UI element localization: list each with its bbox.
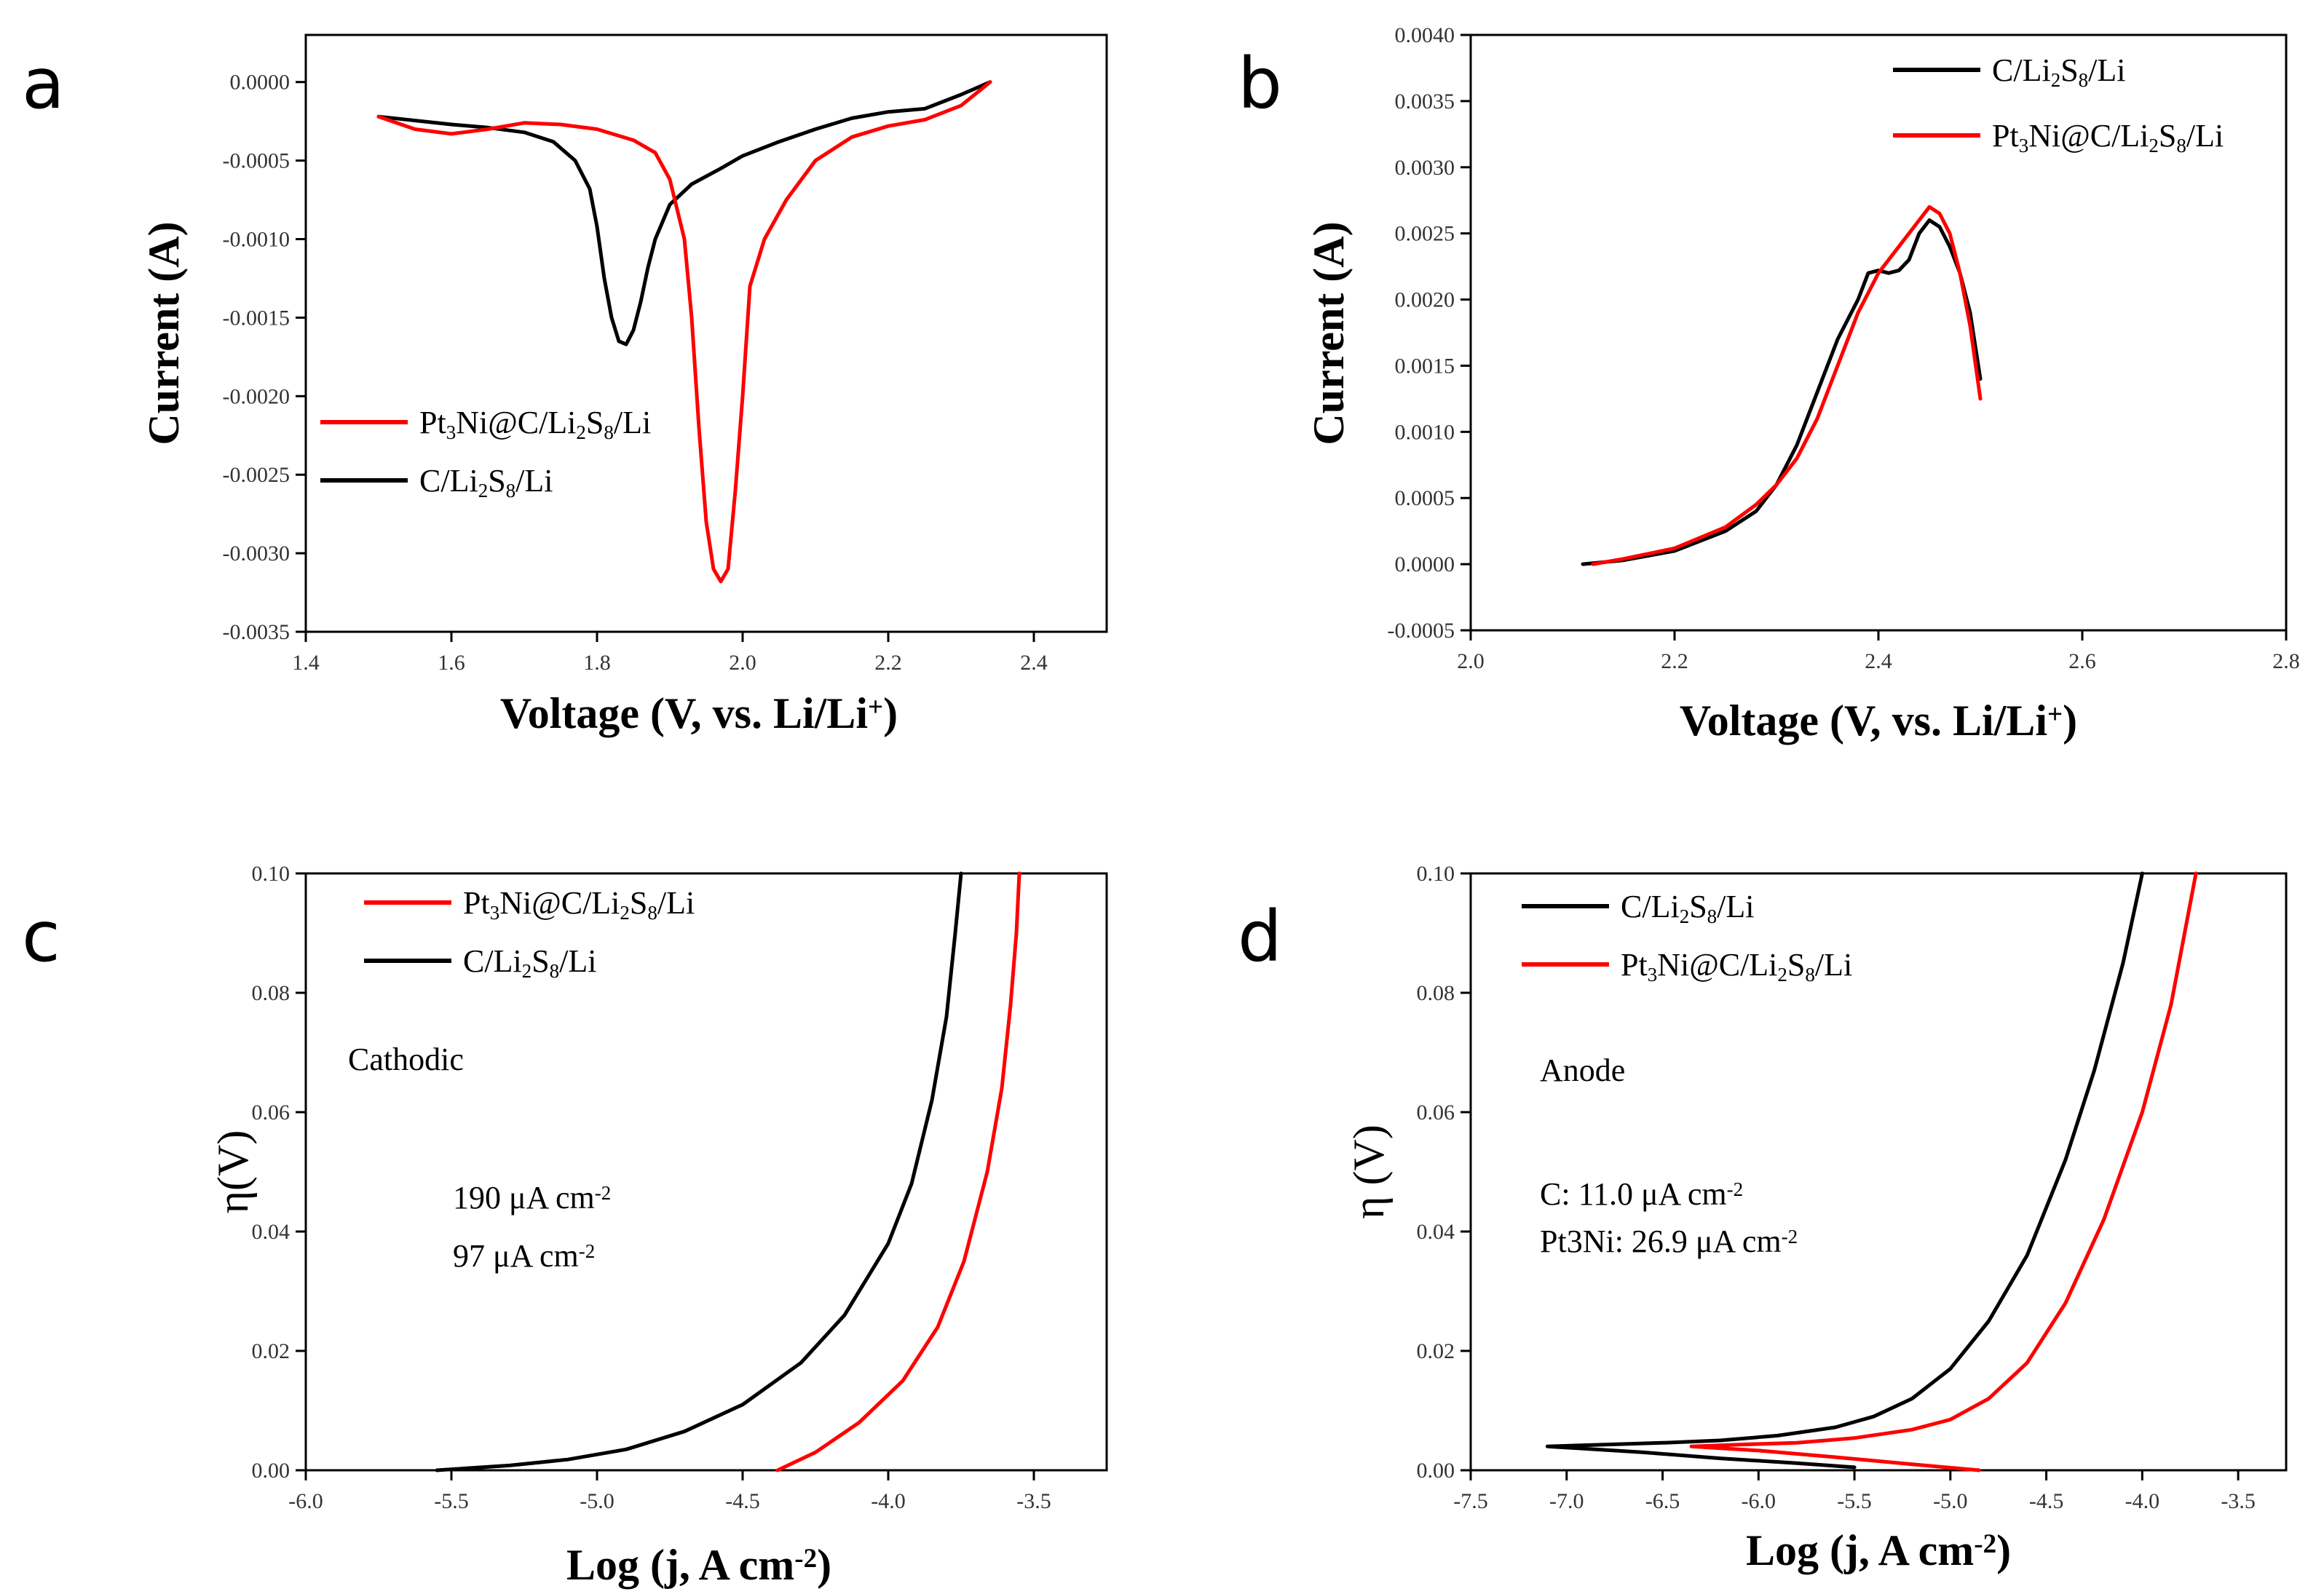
- x-tick-label: 2.4: [1865, 649, 1892, 673]
- y-tick-label: 0.0030: [1395, 156, 1455, 180]
- x-tick-label: -4.5: [725, 1489, 760, 1513]
- annotation-text: C: 11.0 μA cm-2: [1540, 1176, 1743, 1212]
- y-tick-label: 0.0010: [1395, 420, 1455, 444]
- annotation-text: Anode: [1540, 1052, 1625, 1088]
- y-tick-label: -0.0025: [223, 463, 290, 487]
- x-tick-label: -6.0: [288, 1489, 323, 1513]
- x-tick-label: -7.0: [1549, 1489, 1584, 1513]
- x-tick-label: 2.8: [2272, 649, 2300, 673]
- y-tick-label: 0.10: [1417, 862, 1455, 886]
- panel-letter: b: [1238, 43, 1282, 124]
- x-tick-label: -4.5: [2029, 1489, 2064, 1513]
- y-tick-label: 0.0020: [1395, 288, 1455, 312]
- panel-a: a 1.4 1.6 1.8 2.0 2.2 2.4 0.0000 -0.0005 -0.0010 -…: [22, 33, 1108, 737]
- x-tick-label: -3.5: [1016, 1489, 1051, 1513]
- y-tick-label: -0.0010: [223, 228, 290, 252]
- panel-b: b 2.0 2.2 2.4 2.6 2.8 -0.0005 0.0000 0.0005 0.001…: [1238, 23, 2300, 745]
- y-tick-label: 0.08: [1417, 981, 1455, 1005]
- y-tick-label: 0.0025: [1395, 222, 1455, 246]
- x-axis-label: Log (j, A cm-2): [566, 1541, 831, 1589]
- y-tick-label: -0.0030: [223, 542, 290, 566]
- y-axis-label: η (V): [1345, 1125, 1393, 1219]
- y-tick-label: 0.06: [252, 1101, 290, 1125]
- legend-label: Pt3Ni@C/Li2S8/Li: [419, 405, 651, 443]
- y-tick-label: 0.10: [252, 862, 290, 886]
- annotation-text: Pt3Ni: 26.9 μA cm-2: [1540, 1224, 1798, 1259]
- y-tick-label: 0.06: [1417, 1101, 1455, 1125]
- x-tick-label: 2.0: [729, 651, 756, 675]
- series-line: [376, 80, 992, 346]
- x-tick-label: -5.0: [1933, 1489, 1968, 1513]
- panel-d: d -7.5 -7.0 -6.5 -6.0 -5.5 -5.0 -4.5 -4.0 -3.5 0.0…: [1238, 862, 2288, 1574]
- x-tick-label: 1.4: [292, 651, 320, 675]
- x-tick-label: 2.2: [874, 651, 902, 675]
- y-tick-label: 0.0000: [1395, 552, 1455, 576]
- series-line: [1689, 871, 2198, 1472]
- series-line: [435, 871, 963, 1472]
- legend-label: Pt3Ni@C/Li2S8/Li: [463, 885, 695, 924]
- y-tick-label: 0.04: [252, 1220, 290, 1244]
- x-tick-label: -4.0: [2125, 1489, 2160, 1513]
- annotation-text: 190 μA cm-2: [453, 1180, 611, 1216]
- x-tick-label: -6.5: [1645, 1489, 1680, 1513]
- x-axis-label: Voltage (V, vs. Li/Li+): [500, 689, 898, 737]
- panel-letter: d: [1238, 896, 1282, 978]
- y-tick-label: 0.00: [1417, 1459, 1455, 1483]
- y-axis-label: Current (A): [1305, 221, 1353, 445]
- x-tick-label: -5.5: [434, 1489, 469, 1513]
- annotation-text: 97 μA cm-2: [453, 1238, 595, 1274]
- panel-c: c -6.0 -5.5 -5.0 -4.5 -4.0 -3.5 0.00 0.02 0.04 0.0…: [22, 862, 1108, 1589]
- legend-label: Pt3Ni@C/Li2S8/Li: [1992, 118, 2224, 156]
- series-line: [376, 80, 992, 584]
- x-tick-label: -6.0: [1742, 1489, 1776, 1513]
- plot-frame: [304, 872, 1108, 1472]
- y-tick-label: -0.0015: [223, 306, 290, 330]
- x-tick-label: 2.2: [1661, 649, 1688, 673]
- x-tick-label: -3.5: [2221, 1489, 2256, 1513]
- legend-label: C/Li2S8/Li: [419, 463, 553, 501]
- panel-letter: a: [22, 43, 65, 124]
- y-axis-label: η(V): [209, 1130, 257, 1214]
- y-tick-label: -0.0005: [1388, 619, 1455, 643]
- x-tick-label: -4.0: [871, 1489, 906, 1513]
- legend-label: Pt3Ni@C/Li2S8/Li: [1621, 947, 1852, 986]
- y-axis-label: Current (A): [140, 221, 188, 445]
- plot-frame: [1469, 872, 2288, 1472]
- x-tick-label: -5.0: [580, 1489, 614, 1513]
- panel-letter: c: [22, 896, 60, 978]
- legend-label: C/Li2S8/Li: [1992, 52, 2126, 91]
- y-tick-label: -0.0020: [223, 384, 290, 408]
- y-tick-label: 0.0015: [1395, 354, 1455, 378]
- y-tick-label: 0.04: [1417, 1220, 1455, 1244]
- legend-label: C/Li2S8/Li: [463, 943, 597, 982]
- series-line: [1591, 205, 1983, 566]
- annotation-text: Cathodic: [348, 1042, 464, 1077]
- x-tick-label: -5.5: [1837, 1489, 1872, 1513]
- y-tick-label: -0.0035: [223, 620, 290, 644]
- x-tick-label: 2.6: [2068, 649, 2096, 673]
- x-tick-label: -7.5: [1453, 1489, 1488, 1513]
- y-tick-label: 0.0000: [230, 71, 290, 95]
- y-tick-label: 0.02: [252, 1339, 290, 1363]
- y-tick-label: -0.0005: [223, 149, 290, 173]
- y-tick-label: 0.0035: [1395, 90, 1455, 114]
- y-tick-label: 0.00: [252, 1459, 290, 1483]
- x-axis-label: Voltage (V, vs. Li/Li+): [1680, 697, 2077, 745]
- plot-frame: [304, 33, 1108, 633]
- y-tick-label: 0.0040: [1395, 23, 1455, 47]
- series-line: [1581, 218, 1983, 566]
- series-line: [1545, 871, 2144, 1470]
- x-tick-label: 1.6: [438, 651, 465, 675]
- legend-label: C/Li2S8/Li: [1621, 889, 1755, 927]
- y-tick-label: 0.0005: [1395, 486, 1455, 510]
- x-tick-label: 2.4: [1020, 651, 1048, 675]
- x-tick-label: 2.0: [1457, 649, 1485, 673]
- x-tick-label: 1.8: [583, 651, 611, 675]
- y-tick-label: 0.08: [252, 981, 290, 1005]
- y-tick-label: 0.02: [1417, 1339, 1455, 1363]
- x-axis-label: Log (j, A cm-2): [1746, 1526, 2011, 1574]
- series-line: [775, 871, 1021, 1472]
